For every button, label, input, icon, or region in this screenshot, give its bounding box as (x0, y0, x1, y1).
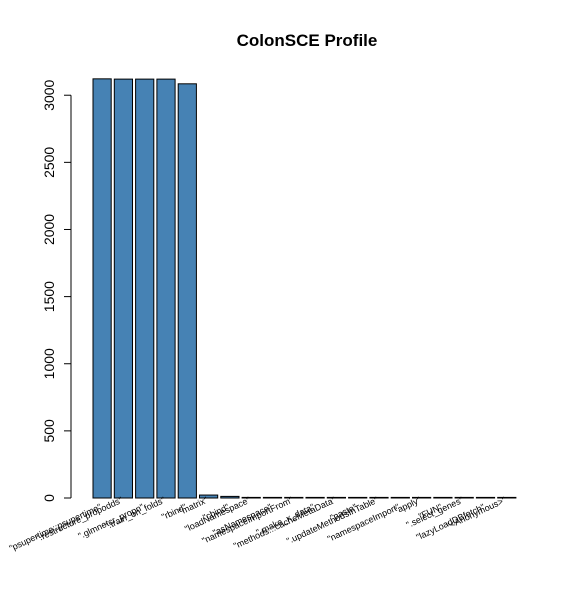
bar (433, 496, 453, 499)
bar (220, 495, 240, 499)
bar (92, 78, 112, 499)
bar (113, 78, 134, 499)
bar (326, 496, 346, 499)
y-tick-label: 1000 (41, 348, 57, 379)
bar (305, 496, 325, 499)
bar (454, 496, 474, 499)
bar (135, 78, 155, 499)
bar (241, 496, 261, 499)
bar (156, 78, 176, 499)
bar (497, 496, 517, 499)
chart-title: ColonSCE Profile (237, 31, 378, 50)
y-tick-label: 3000 (41, 79, 57, 110)
y-axis: 0 500 1000 1500 2000 2500 3000 (41, 79, 72, 502)
y-tick-label: 1500 (41, 281, 57, 312)
bar (390, 496, 410, 499)
bar (262, 496, 283, 499)
bar (348, 496, 368, 499)
bar (475, 496, 496, 499)
bar (412, 496, 432, 499)
y-tick-label: 2500 (41, 147, 57, 178)
bars (92, 78, 517, 499)
x-axis-labels: "psupertime::psupertime"".restructure_pr… (8, 495, 508, 554)
y-tick-label: 500 (41, 419, 57, 443)
y-tick-label: 2000 (41, 214, 57, 245)
bar (177, 83, 197, 499)
bar (199, 494, 219, 499)
y-tick-label: 0 (41, 494, 57, 502)
bar (284, 496, 304, 499)
bar (369, 496, 389, 499)
